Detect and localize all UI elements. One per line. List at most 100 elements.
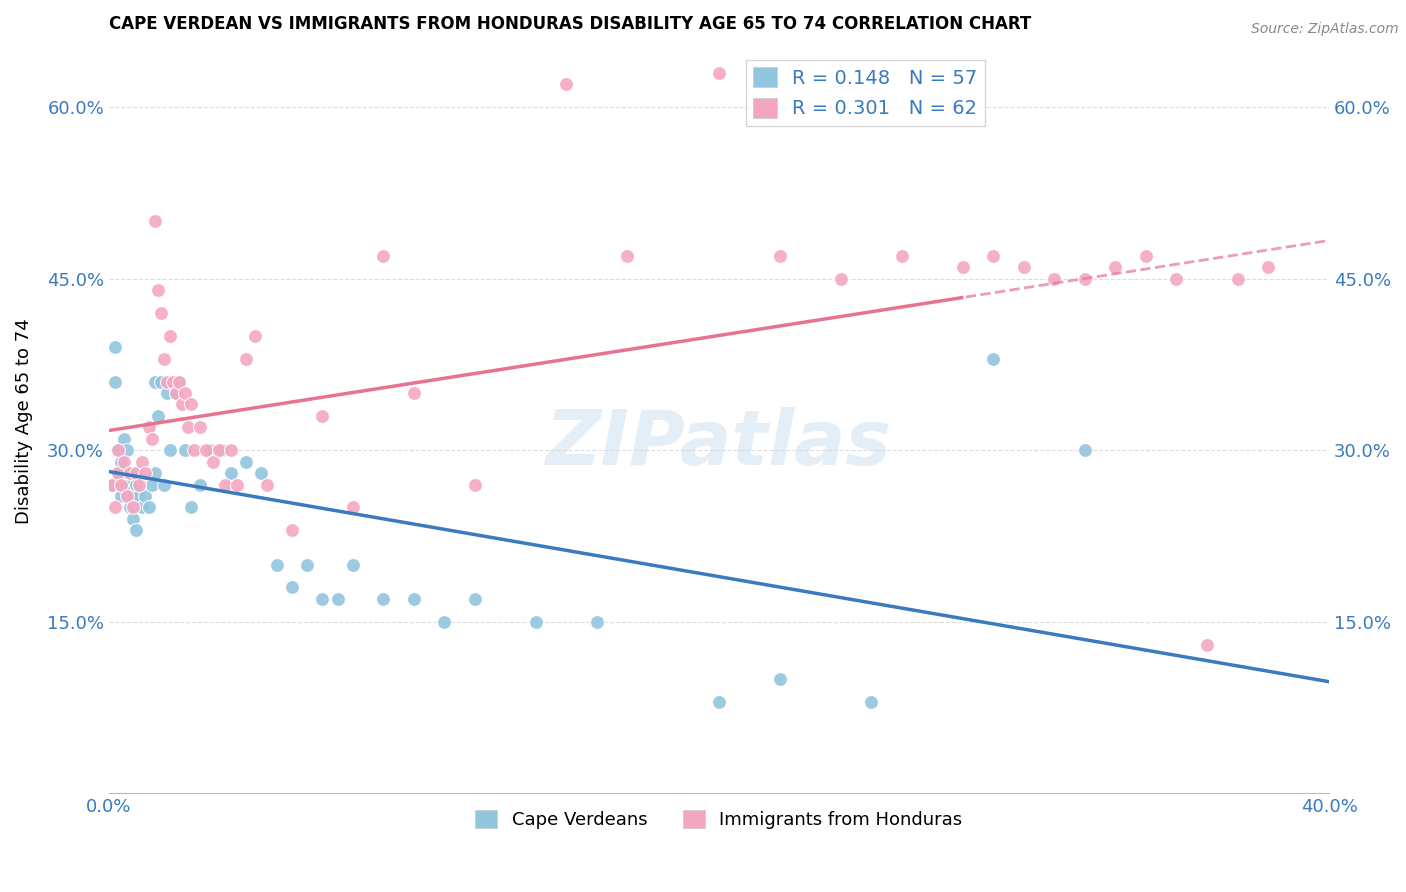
Point [983, 351, 1005, 366]
Point [107, 466, 129, 480]
Point [198, 443, 221, 458]
Point [110, 489, 132, 503]
Point [1257, 260, 1279, 275]
Point [122, 489, 145, 503]
Point [177, 420, 200, 434]
Point [134, 466, 156, 480]
Point [250, 466, 273, 480]
Point [141, 432, 163, 446]
Point [159, 443, 181, 458]
Point [830, 271, 852, 285]
Point [143, 214, 166, 228]
Point [1195, 638, 1218, 652]
Point [256, 477, 278, 491]
Text: CAPE VERDEAN VS IMMIGRANTS FROM HONDURAS DISABILITY AGE 65 TO 74 CORRELATION CHA: CAPE VERDEAN VS IMMIGRANTS FROM HONDURAS… [108, 15, 1031, 33]
Point [245, 328, 267, 343]
Point [107, 466, 129, 480]
Point [891, 249, 914, 263]
Point [112, 477, 135, 491]
Point [586, 615, 609, 629]
Text: Source: ZipAtlas.com: Source: ZipAtlas.com [1251, 22, 1399, 37]
Point [131, 455, 153, 469]
Point [1135, 249, 1157, 263]
Point [183, 443, 205, 458]
Point [524, 615, 547, 629]
Point [115, 489, 138, 503]
Point [311, 409, 333, 423]
Point [235, 455, 257, 469]
Point [295, 558, 318, 572]
Point [195, 443, 218, 458]
Point [104, 375, 127, 389]
Point [433, 615, 456, 629]
Point [281, 581, 304, 595]
Point [120, 466, 142, 480]
Point [180, 397, 202, 411]
Point [226, 477, 249, 491]
Point [1166, 271, 1188, 285]
Point [104, 340, 127, 354]
Point [373, 249, 395, 263]
Point [112, 432, 135, 446]
Point [162, 375, 184, 389]
Point [174, 386, 197, 401]
Point [1226, 271, 1249, 285]
Point [707, 695, 730, 709]
Point [146, 409, 169, 423]
Point [860, 695, 883, 709]
Point [143, 375, 166, 389]
Point [112, 455, 135, 469]
Point [138, 500, 160, 515]
Point [156, 386, 179, 401]
Point [165, 386, 187, 401]
Point [122, 500, 145, 515]
Point [125, 523, 148, 537]
Point [101, 477, 124, 491]
Point [201, 455, 224, 469]
Point [180, 500, 202, 515]
Point [128, 489, 150, 503]
Point [326, 591, 349, 606]
Point [110, 455, 132, 469]
Point [120, 477, 142, 491]
Point [159, 328, 181, 343]
Point [983, 249, 1005, 263]
Point [174, 443, 197, 458]
Point [149, 375, 172, 389]
Legend: Cape Verdeans, Immigrants from Honduras: Cape Verdeans, Immigrants from Honduras [468, 803, 970, 837]
Point [769, 249, 792, 263]
Point [402, 386, 425, 401]
Point [122, 512, 145, 526]
Point [219, 466, 242, 480]
Y-axis label: Disability Age 65 to 74: Disability Age 65 to 74 [15, 318, 32, 524]
Point [107, 443, 129, 458]
Point [769, 672, 792, 686]
Point [342, 500, 364, 515]
Point [125, 466, 148, 480]
Point [101, 477, 124, 491]
Point [128, 466, 150, 480]
Point [141, 477, 163, 491]
Point [211, 443, 233, 458]
Text: ZIPatlas: ZIPatlas [546, 407, 891, 481]
Point [115, 466, 138, 480]
Point [235, 351, 257, 366]
Point [146, 283, 169, 297]
Point [1074, 443, 1097, 458]
Point [125, 477, 148, 491]
Point [342, 558, 364, 572]
Point [208, 443, 231, 458]
Point [616, 249, 638, 263]
Point [165, 386, 187, 401]
Point [266, 558, 288, 572]
Point [167, 375, 190, 389]
Point [219, 443, 242, 458]
Point [190, 477, 212, 491]
Point [707, 66, 730, 80]
Point [167, 375, 190, 389]
Point [131, 500, 153, 515]
Point [120, 500, 142, 515]
Point [214, 477, 236, 491]
Point [464, 477, 486, 491]
Point [152, 477, 174, 491]
